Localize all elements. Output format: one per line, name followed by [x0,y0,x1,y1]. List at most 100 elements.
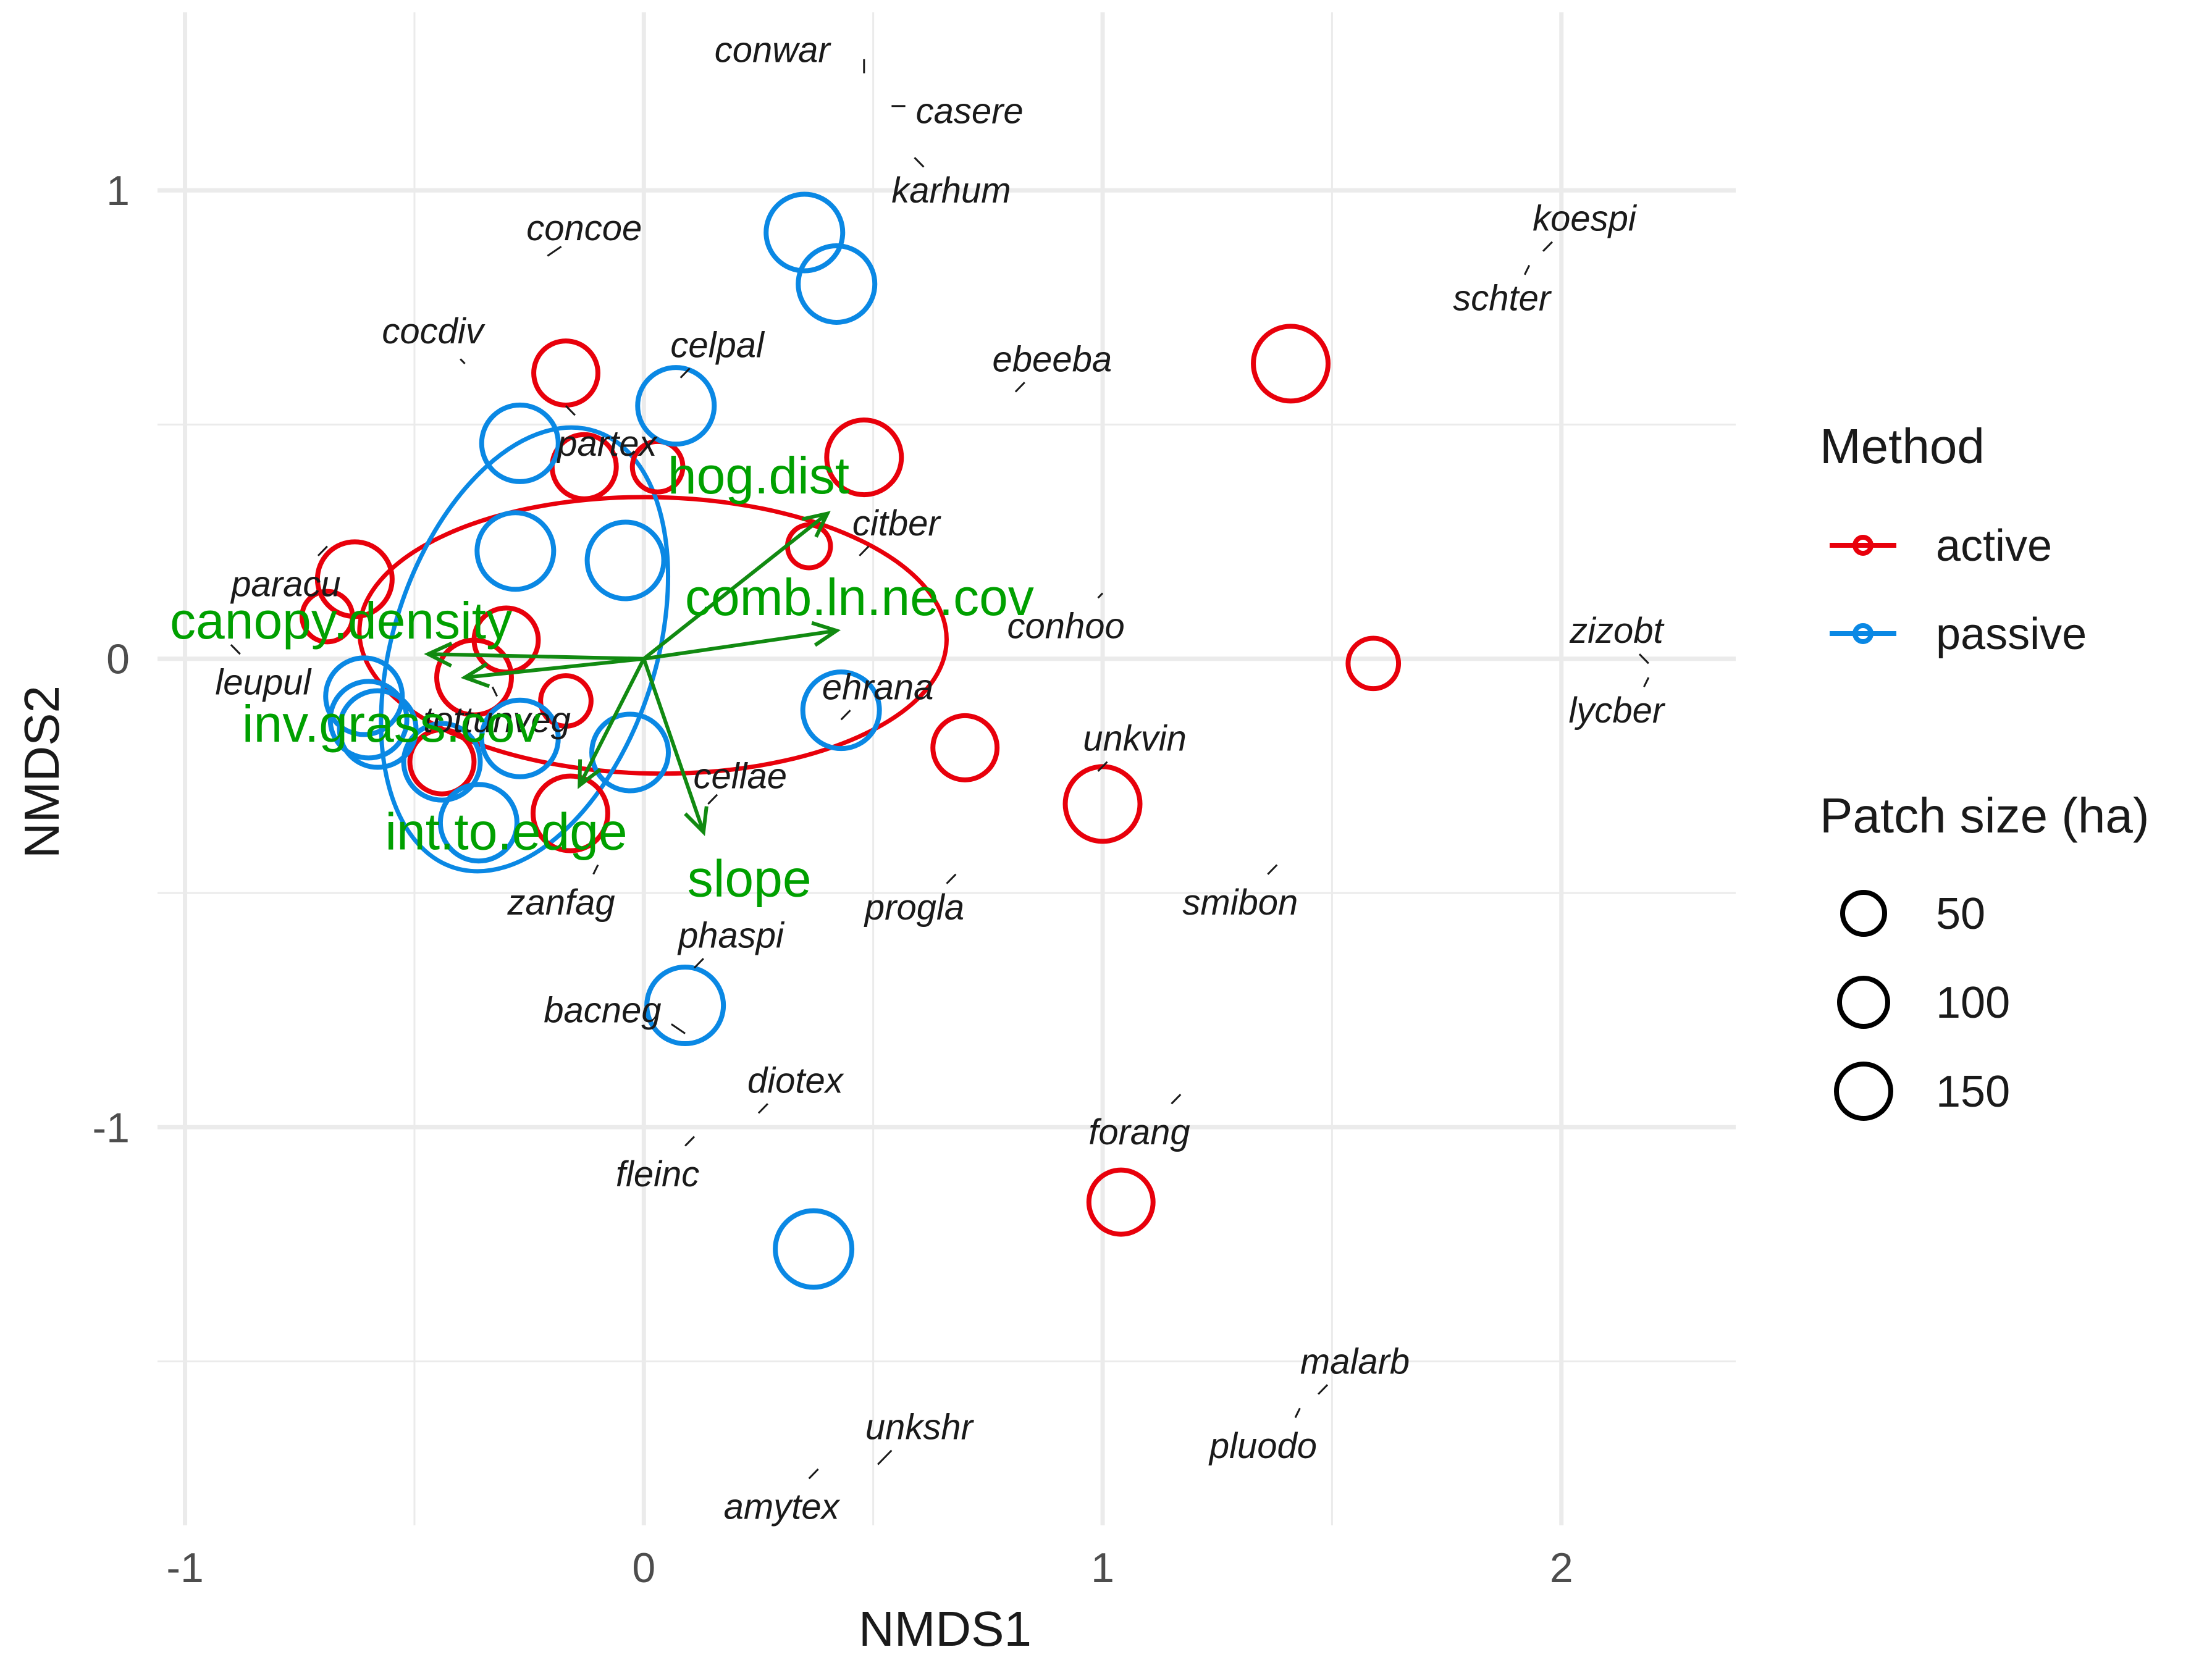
species-label-concoe: concoe [526,208,642,248]
site-point-active [784,522,833,571]
legend-size-100: 100 [1837,976,2010,1029]
legend-swatch-active [1852,535,1873,556]
species-label-unkshr: unkshr [865,1407,975,1448]
species-label-celpal: celpal [670,325,765,366]
y-tick-label: 0 [106,636,130,683]
legend-size-title: Patch size (ha) [1820,788,2150,843]
site-point-active [407,727,477,797]
env-arrowhead-canopy.density [424,641,453,668]
species-label-conhoo: conhoo [1007,606,1124,647]
site-point-active [531,338,600,408]
species-leader-zizobt [1638,653,1649,664]
legend-size-label-150: 150 [1936,1067,2010,1117]
site-points [299,191,1402,1290]
x-tick-label: -1 [166,1544,203,1591]
site-point-passive [800,669,882,752]
env-arrowhead-hog.dist [801,511,831,538]
species-leader-cellae [707,794,718,805]
species-label-conwar: conwar [715,30,832,70]
species-label-partex: partex [556,424,658,464]
species-label-lycber: lycber [1569,690,1666,731]
site-point-passive [644,965,726,1047]
species-leader-pluodo [1294,1407,1301,1419]
env-arrow-int.to.edge [578,658,646,786]
species-label-casere: casere [916,91,1024,131]
species-leader-diotex [757,1103,768,1114]
species-leader-bacneg [671,1023,686,1034]
species-label-unkvin: unkvin [1083,719,1187,759]
site-point-active [824,417,904,498]
species-label-ebeeba: ebeeba [993,339,1112,379]
env-arrowhead-int.to.edge [578,759,602,789]
species-leader-fleinc [684,1136,696,1147]
axes: -1 0 1 2 -1 0 1 [93,167,1573,1591]
species-leader-cocdiv [460,358,466,364]
species-label-zanfag: zanfag [507,882,615,923]
species-leader-progla [946,873,957,884]
site-point-passive [479,402,561,484]
env-arrow-slope [642,658,705,833]
legend-label-passive: passive [1936,610,2087,659]
species-leader-conhoo [1097,592,1104,599]
species-label-smibon: smibon [1182,882,1298,923]
species-label-diotex: diotex [747,1060,844,1100]
env-label-hog.dist: hog.dist [668,446,849,505]
legend-size-circle-50 [1840,890,1887,937]
species-label-karhum: karhum [891,170,1011,211]
species-label-cocdiv: cocdiv [382,311,485,351]
legend-swatch-passive [1852,623,1873,644]
env-arrow-hog.dist [642,512,829,661]
species-label-schter: schter [1453,279,1552,319]
x-tick-label: 1 [1091,1544,1114,1591]
y-tick-label: -1 [93,1104,130,1151]
legend-item-passive: passive [1830,610,2087,659]
site-point-active [1251,324,1331,404]
site-point-passive [327,679,410,761]
legend-size-150: 150 [1834,1062,2010,1121]
site-point-passive [323,655,405,737]
species-leader-unkshr [877,1449,893,1465]
species-leader-koespi [1542,241,1553,252]
legend-method-title: Method [1820,419,1985,474]
species-label-pluodo: pluodo [1208,1426,1317,1466]
species-leader-schter [1523,264,1531,275]
species-leader-celpal [679,367,691,379]
legend: Method active passive Patch size (ha) 50… [1820,419,2150,1121]
site-point-passive [773,1208,855,1290]
site-point-passive [584,519,667,601]
env-arrow-inv.grass.cov [465,656,644,680]
env-label-slope: slope [688,849,812,907]
site-point-passive [796,243,878,325]
species-label-citber: citber [852,503,942,543]
species-label-paracu: paracu [230,564,340,604]
species-label-amytex: amytex [724,1487,841,1527]
legend-size-circle-100 [1837,976,1890,1029]
confidence-ellipses [357,425,949,874]
env-label-int.to.edge: int.to.edge [385,802,627,860]
species-leader-lycber [1643,677,1650,687]
species-leader-ehrana [840,710,851,721]
site-point-passive [337,688,419,770]
species-label-fleinc: fleinc [616,1154,699,1194]
species-leader-citber [859,545,870,556]
env-arrowhead-inv.grass.cov [460,662,490,689]
site-point-active [530,773,610,853]
species-leader-amytex [808,1468,819,1480]
grid [158,12,1736,1525]
species-leader-partex [565,405,576,416]
y-axis-title: NMDS2 [14,685,69,858]
species-leader-ebeeba [1014,382,1025,393]
species-leader-concoe [547,246,562,257]
x-tick-label: 2 [1550,1544,1573,1591]
site-point-passive [589,711,671,794]
legend-label-active: active [1936,521,2052,571]
env-vectors: hog.dist comb.ln.ne.cov canopy.density inv.… [170,446,1034,907]
species-leader-smibon [1267,864,1278,875]
species-leader-leupul [230,643,241,655]
ellipse-passive [379,425,670,874]
species-labels: conwar casere karhum concoe cocdiv celpal ebee… [215,30,1666,1527]
legend-size-circle-150 [1834,1062,1893,1121]
site-point-passive [763,191,846,274]
legend-size-50: 50 [1840,889,1985,939]
site-point-active [299,589,355,645]
